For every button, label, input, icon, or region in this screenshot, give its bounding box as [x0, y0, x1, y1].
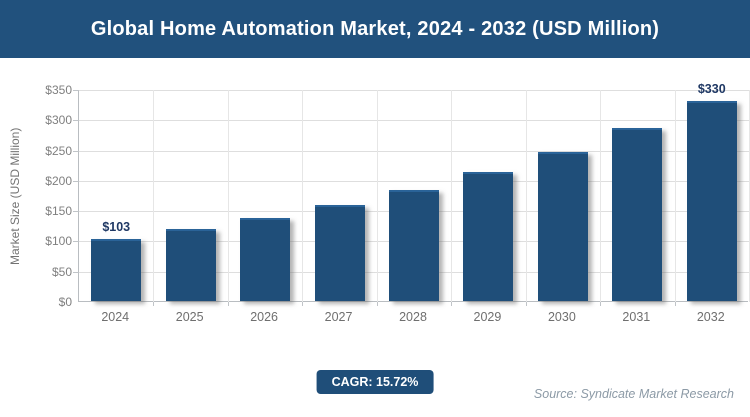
h-gridline	[79, 180, 749, 182]
y-axis-ticks: $350 $300 $250 $200 $150 $100 $50 $0	[26, 83, 72, 309]
bar-2030	[537, 152, 588, 301]
source-note: Source: Syndicate Market Research	[533, 387, 734, 401]
bar-2032	[686, 101, 737, 301]
y-tick-mark	[73, 241, 79, 243]
x-tick-mark	[153, 302, 155, 306]
v-gridline	[376, 90, 378, 302]
bar-2025	[165, 228, 216, 301]
chart-header: Global Home Automation Market, 2024 - 20…	[0, 0, 750, 58]
y-tick-label: $250	[45, 143, 72, 158]
bar-2029	[463, 171, 514, 301]
plot-area: $103 $330	[73, 82, 750, 306]
x-tick-mark	[376, 302, 378, 306]
v-gridline	[227, 90, 229, 302]
v-gridline	[153, 90, 155, 302]
y-tick-label: $300	[45, 113, 72, 128]
v-gridline	[302, 90, 304, 302]
x-axis-labels: 2024 2025 2026 2027 2028 2029 2030 2031 2032	[78, 310, 748, 326]
x-tick-mark	[600, 302, 602, 306]
bar-2031	[612, 128, 663, 301]
y-tick-mark	[73, 90, 79, 91]
x-tick-mark	[302, 302, 304, 306]
y-tick-label: $200	[45, 173, 72, 188]
v-gridline	[525, 90, 527, 302]
y-tick-label: $150	[45, 204, 72, 219]
v-gridline	[674, 90, 676, 302]
y-tick-mark	[73, 271, 79, 273]
bar-2027	[314, 204, 365, 301]
v-gridline	[451, 90, 453, 302]
h-gridline	[79, 90, 749, 91]
y-tick-label: $0	[58, 295, 72, 309]
bar-2028	[389, 189, 439, 301]
v-gridline	[600, 90, 602, 302]
x-axis-label: 2028	[399, 310, 427, 324]
h-gridline	[79, 120, 749, 122]
h-gridline	[79, 150, 749, 152]
y-tick-mark	[73, 120, 79, 122]
x-axis-label: 2024	[101, 310, 130, 324]
x-axis-label: 2025	[175, 310, 204, 324]
y-tick-mark	[73, 150, 79, 152]
x-tick-mark	[674, 302, 676, 306]
y-axis-title: Market Size (USD Million)	[8, 127, 22, 265]
x-tick-mark	[451, 302, 453, 306]
bar-2024	[91, 238, 142, 301]
y-tick-label: $350	[45, 83, 72, 97]
x-axis-label: 2031	[622, 310, 651, 324]
x-axis-label: 2027	[324, 310, 353, 324]
bar-2026	[240, 218, 291, 301]
bar-value-label: $103	[102, 219, 131, 234]
page-title: Global Home Automation Market, 2024 - 20…	[90, 17, 660, 40]
y-tick-mark	[73, 180, 79, 182]
x-tick-mark	[525, 302, 527, 306]
x-tick-mark	[227, 302, 229, 306]
x-axis-label: 2029	[473, 310, 502, 324]
bar-value-label: $330	[697, 82, 726, 97]
cagr-badge: CAGR: 15.72%	[316, 370, 434, 394]
x-axis-label: 2032	[696, 310, 725, 324]
y-tick-label: $50	[51, 264, 72, 279]
x-axis-label: 2026	[250, 310, 279, 324]
y-tick-label: $100	[45, 234, 72, 249]
x-axis-label: 2030	[547, 310, 576, 324]
y-tick-mark	[73, 211, 79, 213]
